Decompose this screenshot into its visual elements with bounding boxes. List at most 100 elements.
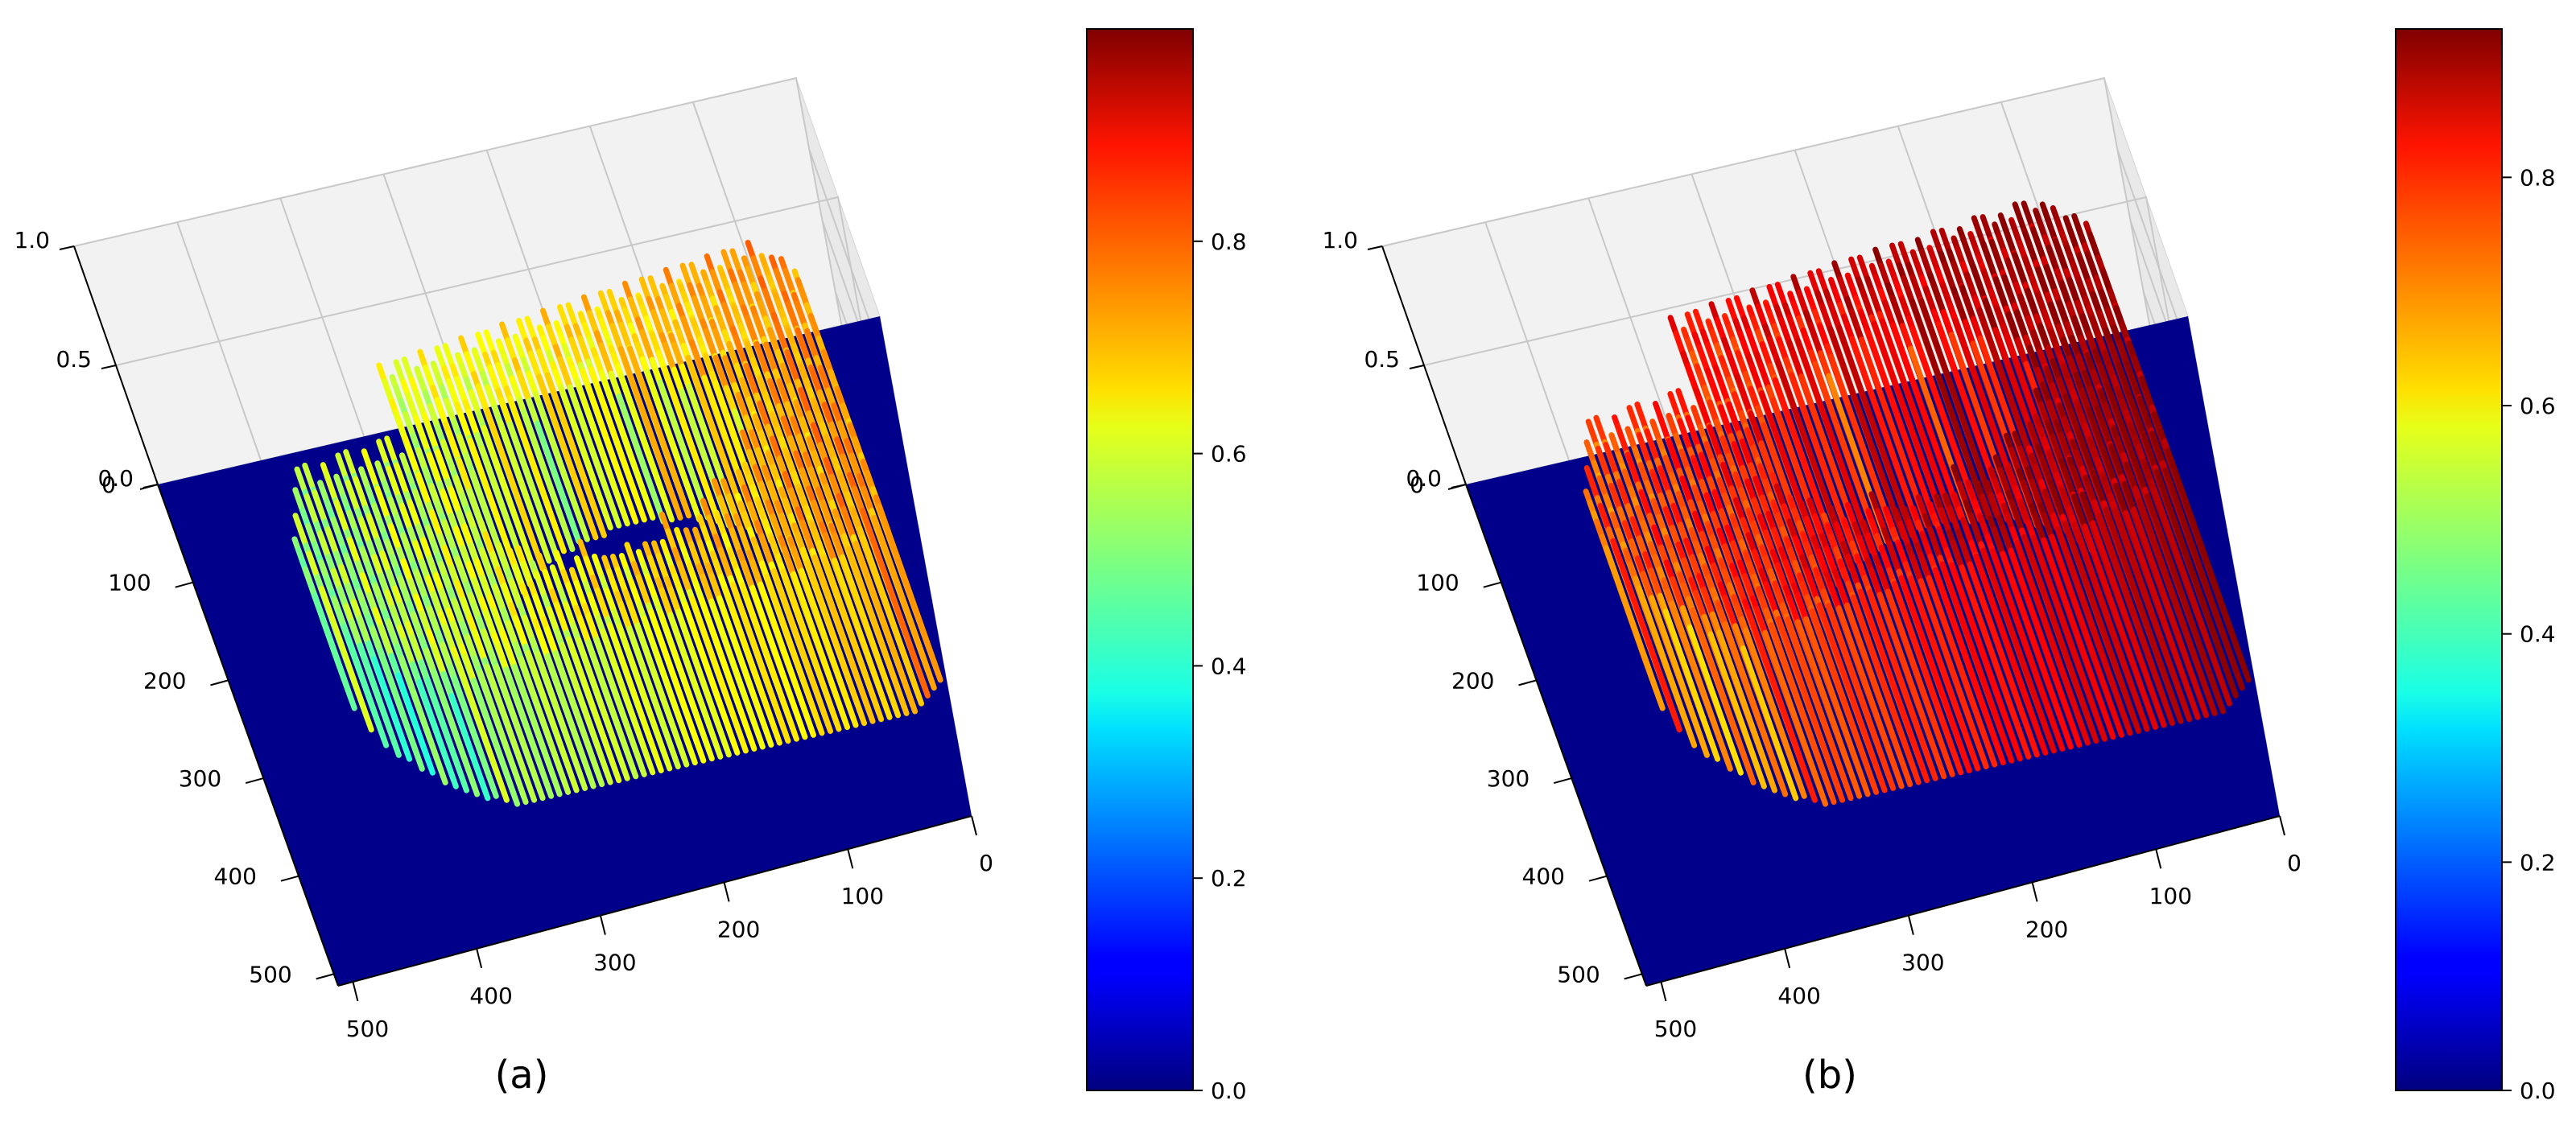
surface-column — [658, 609, 715, 762]
z-tick-label: 0.0 — [97, 465, 134, 492]
surface-column — [552, 649, 605, 788]
surface-column — [2112, 507, 2193, 723]
z-tick — [59, 245, 75, 250]
surface-column — [2049, 534, 2124, 738]
surface-column — [1859, 336, 1930, 529]
colorbar-tick-label: 0.0 — [2520, 1078, 2556, 1104]
surface-column — [511, 663, 563, 797]
surface-column — [764, 573, 825, 736]
surface-column — [730, 581, 791, 744]
surface-column — [1794, 619, 1863, 799]
surface-column — [1649, 595, 1710, 758]
surface-column — [518, 655, 572, 795]
surface-column — [617, 623, 673, 772]
x-tick — [476, 948, 483, 969]
surface-column — [416, 678, 459, 789]
surface-column — [534, 420, 582, 545]
surface-column — [507, 421, 561, 563]
axis-edge — [1645, 815, 2281, 987]
surface-column — [2041, 537, 2116, 740]
surface-column — [871, 514, 937, 691]
surface-column — [804, 559, 868, 727]
x-tick-label: 500 — [346, 1016, 389, 1042]
y-tick-label: 0 — [1410, 472, 1424, 498]
surface-column — [716, 595, 774, 748]
x-tick — [1907, 915, 1914, 935]
surface-column — [600, 628, 656, 776]
y-tick — [1518, 679, 1537, 686]
surface-column — [424, 677, 470, 793]
surface-column — [2082, 523, 2159, 731]
y-tick-label: 300 — [1487, 765, 1530, 792]
surface-column — [616, 393, 667, 525]
colorbar-tick-label: 0.6 — [1211, 441, 1247, 468]
z-tick — [101, 365, 117, 369]
surface-column — [1973, 553, 2049, 756]
surface-column — [1690, 607, 1757, 785]
surface-column — [536, 401, 590, 542]
x-tick — [847, 848, 854, 869]
colorbar-tick-label: 0.4 — [2520, 621, 2556, 648]
surface-column — [378, 648, 425, 772]
surface-column — [2014, 539, 2091, 746]
surface-column — [448, 693, 491, 802]
surface-column — [1890, 322, 1964, 521]
surface-column — [811, 554, 876, 724]
y-tick-label: 100 — [1416, 570, 1459, 596]
surface-column — [1827, 326, 1907, 541]
surface-column — [566, 636, 622, 784]
surface-column — [493, 664, 546, 802]
x-tick — [971, 815, 977, 836]
surface-column — [503, 666, 555, 799]
surface-column — [2168, 458, 2252, 683]
surface-column — [1686, 624, 1744, 776]
surface-column — [771, 567, 833, 734]
colorbar-tick-label: 0.8 — [2520, 164, 2556, 191]
surface-column — [626, 625, 681, 770]
x-tick — [1660, 981, 1667, 1002]
surface-column — [1836, 324, 1915, 538]
surface-column — [585, 639, 639, 780]
x-tick-label: 200 — [2025, 916, 2068, 942]
surface-column — [1876, 591, 1947, 780]
surface-column — [2153, 492, 2232, 707]
surface-column — [1722, 620, 1789, 797]
surface-column — [398, 654, 448, 785]
surface-column — [319, 585, 374, 733]
surface-column — [1707, 631, 1767, 789]
surface-panel-b: 010020030040050001002003004005000.00.51.… — [1322, 28, 2556, 1104]
surface-column — [661, 365, 721, 525]
surface-column — [1810, 608, 1880, 795]
surface-column — [2021, 534, 2099, 744]
surface-column — [1939, 561, 2015, 764]
surface-column — [791, 571, 851, 731]
surface-column — [2055, 525, 2133, 736]
surface-column — [1636, 585, 1698, 748]
y-tick — [1483, 581, 1502, 588]
surface-column — [658, 381, 711, 521]
z-tick-label: 0.0 — [1406, 465, 1442, 492]
surface-column — [454, 656, 510, 803]
surface-column — [1918, 298, 2000, 519]
surface-column — [648, 608, 707, 764]
surface-column — [1785, 616, 1854, 802]
colorbar-tick-label: 0.4 — [1211, 653, 1247, 679]
surface-column — [839, 554, 902, 719]
x-tick-label: 300 — [593, 950, 636, 976]
surface-column — [1891, 580, 1964, 776]
surface-column — [593, 636, 647, 777]
surface-column — [395, 672, 436, 776]
surface-column — [536, 373, 599, 541]
surface-column — [2031, 534, 2107, 742]
x-tick-label: 100 — [841, 883, 884, 909]
surface-column — [799, 567, 859, 728]
surface-column — [667, 612, 724, 760]
y-tick-label: 400 — [1522, 863, 1565, 890]
surface-column — [860, 507, 931, 699]
surface-column — [431, 669, 481, 797]
surface-column — [1798, 347, 1875, 554]
y-tick — [280, 875, 299, 882]
surface-column — [1669, 600, 1733, 772]
surface-column — [1835, 605, 1905, 789]
surface-column — [483, 431, 539, 580]
